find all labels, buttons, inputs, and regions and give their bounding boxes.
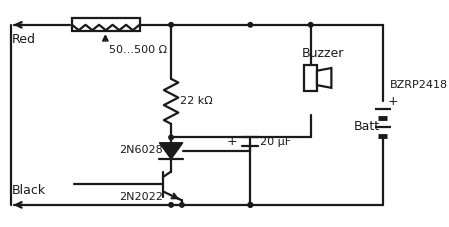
Text: 22 kΩ: 22 kΩ	[180, 96, 213, 106]
Circle shape	[169, 22, 173, 27]
Circle shape	[248, 22, 253, 27]
Text: Buzzer: Buzzer	[302, 47, 344, 60]
Text: 2N2022: 2N2022	[119, 192, 163, 202]
Circle shape	[169, 135, 173, 140]
Circle shape	[180, 203, 184, 207]
Text: Red: Red	[12, 33, 36, 46]
Text: +: +	[387, 95, 398, 108]
Circle shape	[169, 203, 173, 207]
Bar	[304, 65, 317, 91]
Text: +: +	[226, 135, 237, 148]
Text: 50…500 Ω: 50…500 Ω	[109, 45, 167, 55]
Text: 2N6028: 2N6028	[119, 145, 163, 155]
Polygon shape	[317, 68, 331, 88]
Text: Black: Black	[12, 184, 46, 197]
Text: 20 μF: 20 μF	[260, 137, 291, 147]
Text: Batt: Batt	[354, 120, 380, 133]
Bar	[72, 18, 140, 31]
Text: BZRP2418: BZRP2418	[390, 80, 448, 90]
Circle shape	[308, 22, 313, 27]
Circle shape	[248, 203, 253, 207]
Circle shape	[248, 203, 253, 207]
Polygon shape	[159, 143, 183, 159]
